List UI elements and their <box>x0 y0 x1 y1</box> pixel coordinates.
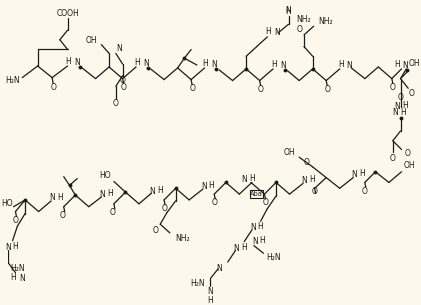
Text: OH: OH <box>284 148 295 157</box>
Text: O: O <box>120 83 126 92</box>
Text: O: O <box>152 227 158 235</box>
Text: H: H <box>286 6 291 16</box>
Text: N: N <box>49 193 55 203</box>
Text: O: O <box>60 211 66 220</box>
Text: N: N <box>234 244 240 253</box>
Text: O: O <box>258 85 264 94</box>
Text: H: H <box>271 59 277 69</box>
Text: H₂N: H₂N <box>11 264 25 273</box>
Text: N: N <box>301 176 307 185</box>
Text: H: H <box>11 273 16 282</box>
Text: N: N <box>250 223 256 231</box>
Text: H: H <box>258 222 264 231</box>
Text: O: O <box>304 158 310 167</box>
Text: NH₂: NH₂ <box>296 15 311 24</box>
Text: COOH: COOH <box>56 9 79 18</box>
Text: N: N <box>392 108 397 117</box>
Text: H: H <box>402 101 408 110</box>
Text: H₂N: H₂N <box>266 253 281 262</box>
Text: O: O <box>408 89 414 98</box>
Text: H: H <box>66 57 72 66</box>
Text: N: N <box>252 237 258 246</box>
Text: O: O <box>362 187 368 196</box>
Text: H: H <box>57 192 63 202</box>
Text: N: N <box>280 60 285 70</box>
Text: H: H <box>359 169 365 178</box>
Text: N: N <box>402 60 408 70</box>
Text: O: O <box>390 154 396 163</box>
Text: O: O <box>113 99 119 108</box>
Text: H: H <box>266 27 271 36</box>
Text: H: H <box>338 59 344 69</box>
Text: N: N <box>143 59 149 68</box>
Text: NH₂: NH₂ <box>176 234 190 243</box>
Text: HO: HO <box>1 199 13 208</box>
Text: N: N <box>211 59 217 69</box>
Text: N: N <box>116 44 122 53</box>
Text: O: O <box>13 216 19 225</box>
Text: O: O <box>110 208 116 217</box>
Text: N: N <box>352 170 357 179</box>
Text: O: O <box>405 149 410 158</box>
Text: O: O <box>397 92 403 102</box>
Text: N: N <box>99 190 105 199</box>
Text: H: H <box>208 296 213 305</box>
Text: H₂N: H₂N <box>190 279 205 288</box>
Text: O: O <box>324 85 330 94</box>
Text: OH: OH <box>403 161 415 170</box>
Text: H: H <box>241 243 247 252</box>
Text: N: N <box>274 27 280 37</box>
Text: O: O <box>161 204 167 213</box>
Text: N: N <box>201 182 207 191</box>
Text: H: H <box>208 181 214 190</box>
Text: N: N <box>286 6 291 15</box>
Text: N: N <box>75 58 80 66</box>
Bar <box>250 190 264 199</box>
Text: NH₂: NH₂ <box>319 17 333 26</box>
Text: O: O <box>211 198 217 207</box>
Text: N: N <box>394 102 400 111</box>
Text: N: N <box>149 187 155 196</box>
Text: H₂N: H₂N <box>5 76 20 85</box>
Text: H: H <box>13 242 19 251</box>
Text: H: H <box>260 236 265 245</box>
Text: N: N <box>5 243 11 252</box>
Text: N: N <box>19 274 25 283</box>
Text: H: H <box>107 188 113 198</box>
Text: O: O <box>120 76 125 85</box>
Text: O: O <box>50 83 56 92</box>
Text: O: O <box>390 83 396 92</box>
Text: O: O <box>262 198 268 207</box>
Text: H: H <box>394 59 400 69</box>
Text: OH: OH <box>408 59 420 68</box>
Text: H: H <box>400 108 406 117</box>
Text: O: O <box>312 187 317 196</box>
Text: H: H <box>157 186 163 195</box>
Text: O: O <box>296 25 302 34</box>
Text: H: H <box>249 174 255 183</box>
Text: H: H <box>203 59 208 68</box>
Text: OH: OH <box>86 36 98 45</box>
Text: H: H <box>309 175 314 184</box>
Text: N: N <box>346 60 352 70</box>
Text: O: O <box>189 84 195 93</box>
Text: N: N <box>208 287 213 296</box>
Text: HO: HO <box>99 171 111 180</box>
Text: N: N <box>241 175 247 184</box>
Text: H: H <box>134 58 140 66</box>
Text: N: N <box>216 264 222 273</box>
Text: Aba: Aba <box>250 191 263 197</box>
